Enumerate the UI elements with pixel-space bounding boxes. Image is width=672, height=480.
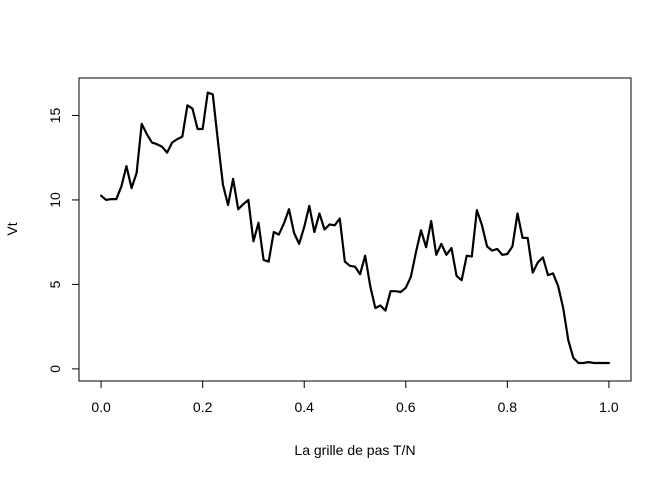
x-tick-label: 1.0 [599, 399, 619, 415]
x-tick-label: 0.8 [498, 399, 518, 415]
x-tick-label: 0.2 [193, 399, 213, 415]
x-tick-label: 0.4 [294, 399, 314, 415]
x-axis-label: La grille de pas T/N [294, 442, 415, 458]
series-line [99, 91, 611, 365]
x-axis: 0.0 0.2 0.4 0.6 0.8 1.0 [91, 380, 619, 415]
y-axis: 0 5 10 15 [47, 107, 80, 373]
y-axis-label: Vt [4, 222, 20, 235]
x-tick-label: 0.6 [396, 399, 416, 415]
x-tick-label: 0.0 [91, 399, 111, 415]
y-tick-label: 10 [47, 192, 63, 208]
plot-area-frame [78, 77, 632, 382]
y-tick-label: 15 [47, 107, 63, 123]
y-tick-label: 5 [47, 280, 63, 288]
y-tick-label: 0 [47, 365, 63, 373]
